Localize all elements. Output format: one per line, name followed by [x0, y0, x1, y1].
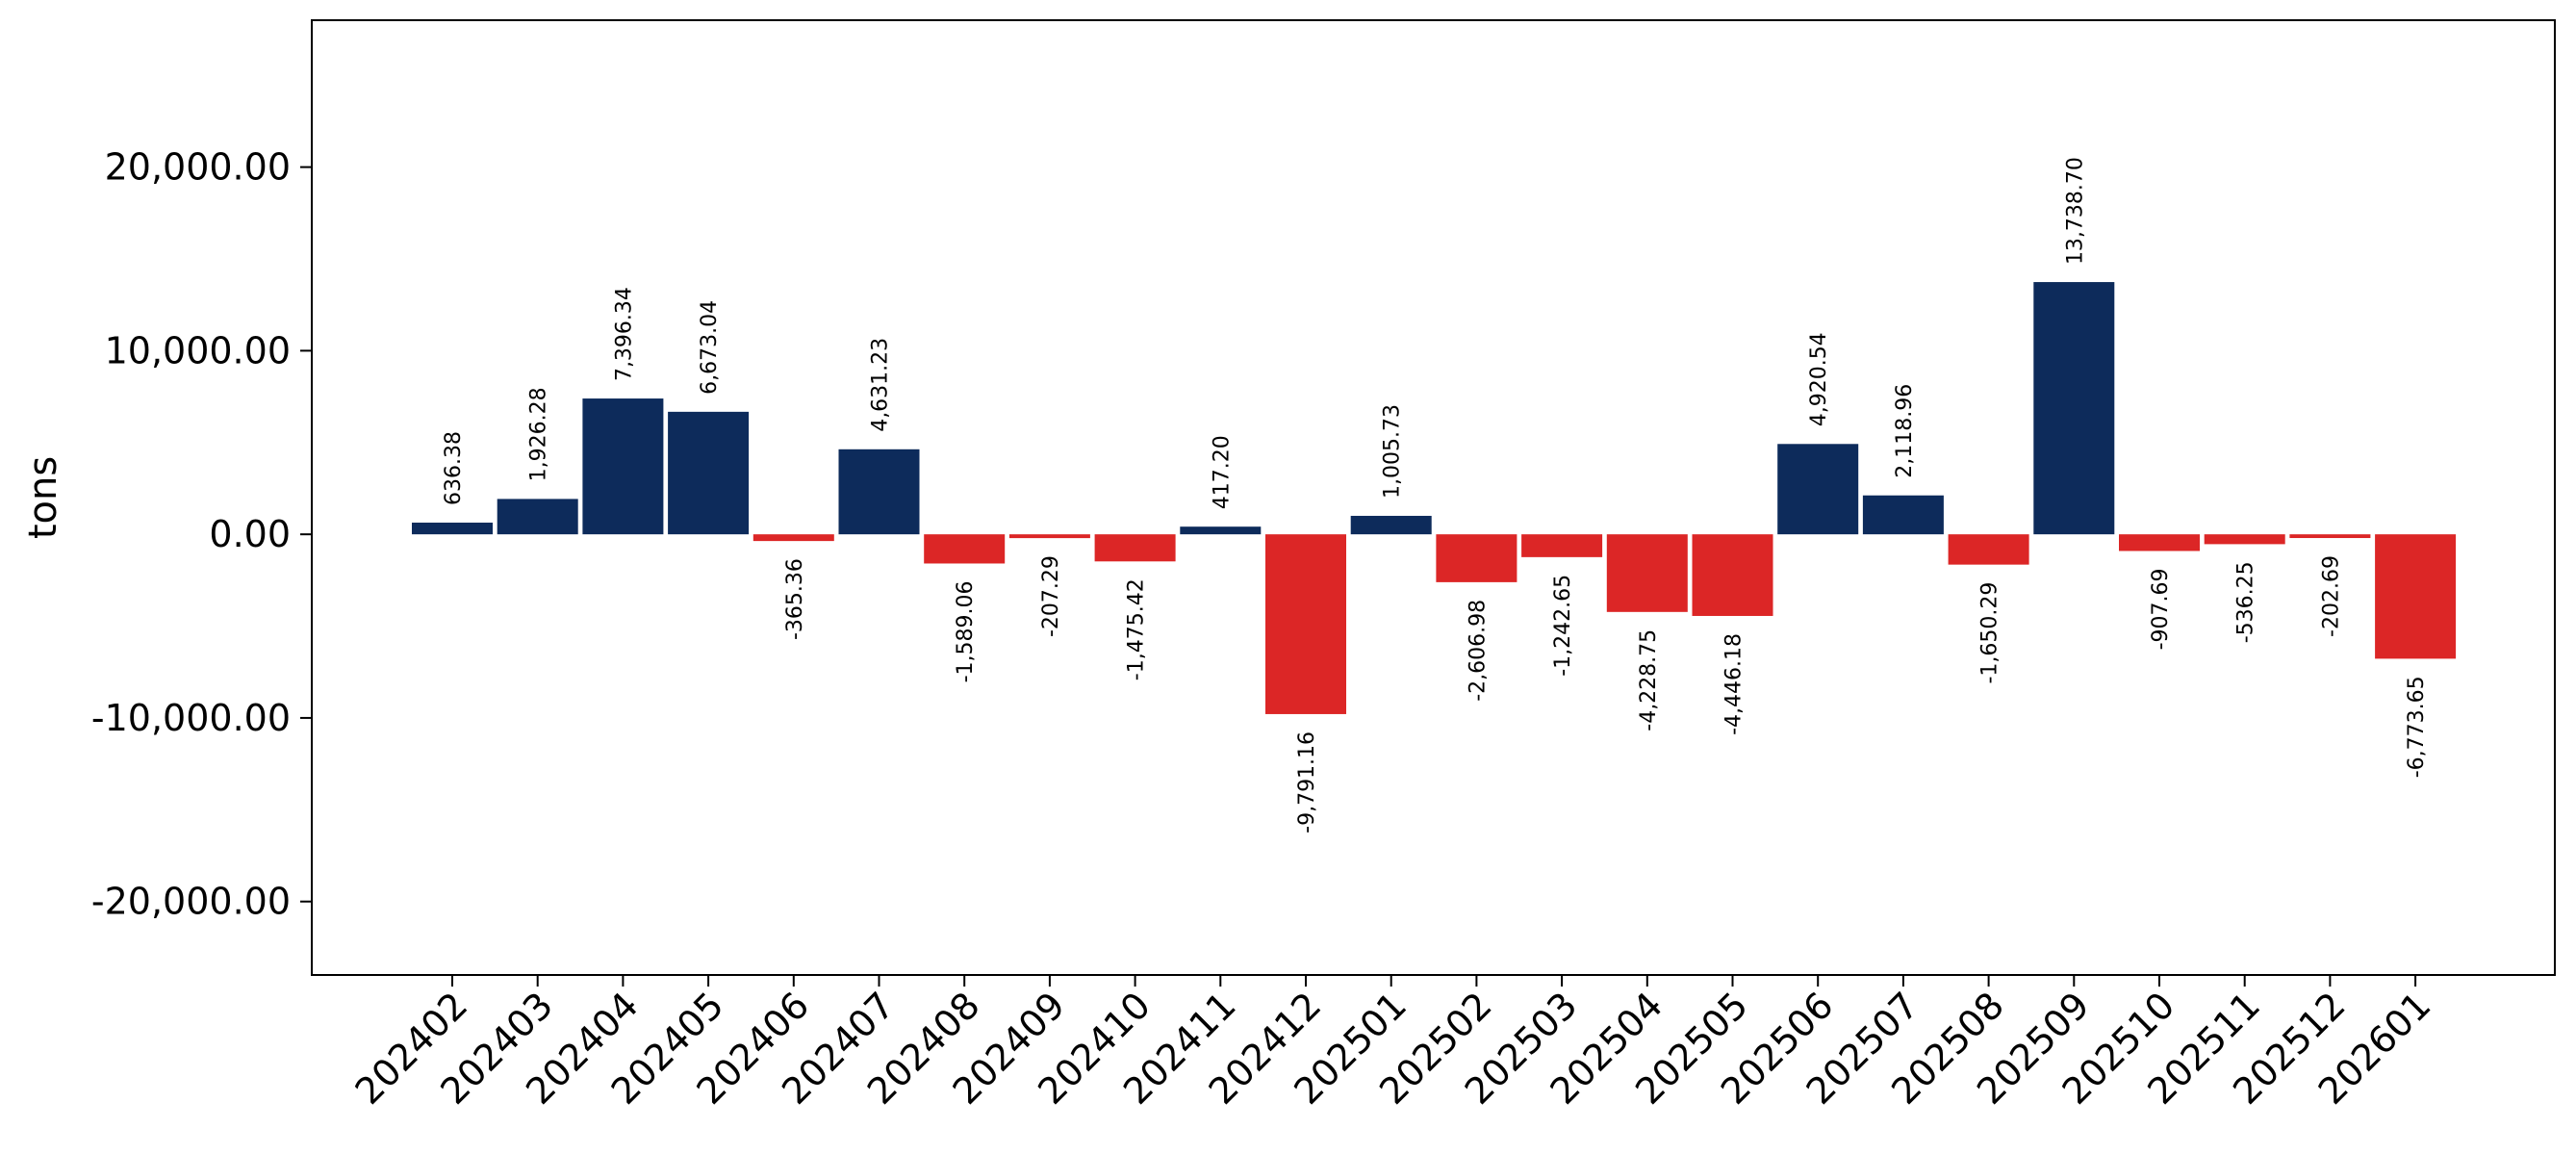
y-axis: -20,000.00 -10,000.00 0.00 10,000.00 20,000.…	[91, 146, 312, 923]
data-label-202505: -4,446.18	[1722, 633, 1747, 735]
data-label-202509: 13,738.70	[2063, 157, 2087, 265]
data-label-202501: 1,005.73	[1381, 404, 1405, 499]
bar-202412	[1265, 534, 1346, 714]
bar-202407	[838, 449, 920, 535]
bar-202501	[1350, 515, 1432, 535]
plot-frame	[311, 19, 2556, 976]
data-label-202503: -1,242.65	[1551, 575, 1575, 677]
data-label-202406: -365.36	[783, 558, 807, 640]
bar-202502	[1436, 534, 1518, 582]
data-labels-group: 636.38 1,926.28 7,396.34 6,673.04 -365.36 4,6…	[442, 157, 2429, 833]
bar-202508	[1948, 534, 2029, 565]
bar-202509	[2033, 282, 2115, 535]
bar-202504	[1606, 534, 1688, 612]
bar-202405	[668, 411, 750, 535]
data-label-202411: 417.20	[1210, 435, 1234, 509]
bar-202409	[1008, 534, 1090, 539]
data-label-202405: 6,673.04	[698, 300, 722, 395]
bar-202406	[752, 534, 834, 542]
bar-202404	[582, 398, 664, 535]
data-label-202402: 636.38	[442, 431, 466, 505]
bar-202410	[1094, 534, 1176, 562]
data-label-202409: -207.29	[1039, 555, 1063, 637]
data-label-202511: -536.25	[2234, 561, 2258, 643]
bar-202505	[1692, 534, 1773, 616]
bar-202506	[1777, 444, 1859, 535]
y-tick-label: -20,000.00	[91, 881, 291, 923]
data-label-202410: -1,475.42	[1125, 578, 1149, 680]
data-label-202506: 4,920.54	[1807, 332, 1831, 426]
data-label-202403: 1,926.28	[527, 387, 551, 481]
bar-202507	[1862, 495, 1944, 535]
y-tick-label: 0.00	[209, 513, 291, 555]
bar-202411	[1180, 526, 1262, 535]
data-label-202407: 4,631.23	[869, 338, 893, 432]
bar-202510	[2119, 534, 2200, 551]
data-label-202502: -2,606.98	[1466, 600, 1490, 702]
bar-202403	[497, 499, 578, 535]
x-axis: 2024022024032024042024052024062024072024…	[347, 975, 2438, 1113]
bar-202512	[2289, 534, 2371, 539]
data-label-202504: -4,228.75	[1637, 629, 1661, 731]
bar-202402	[412, 523, 493, 535]
data-label-202508: -1,650.29	[1978, 582, 2002, 684]
bar-202601	[2375, 534, 2457, 659]
data-label-202601: -6,773.65	[2405, 676, 2429, 778]
data-label-202512: -202.69	[2319, 555, 2343, 637]
bar-202503	[1521, 534, 1603, 557]
data-label-202404: 7,396.34	[612, 287, 636, 381]
y-tick-label: 10,000.00	[105, 329, 291, 372]
bar-202511	[2204, 534, 2285, 545]
data-label-202408: -1,589.06	[954, 580, 978, 682]
bars-group	[412, 282, 2457, 714]
data-label-202412: -9,791.16	[1295, 731, 1319, 833]
y-tick-label: -10,000.00	[91, 697, 291, 739]
data-label-202507: 2,118.96	[1893, 384, 1917, 478]
data-label-202510: -907.69	[2149, 568, 2173, 650]
y-tick-label: 20,000.00	[105, 146, 291, 189]
bar-202408	[924, 534, 1006, 564]
y-axis-label: tons	[21, 456, 65, 539]
